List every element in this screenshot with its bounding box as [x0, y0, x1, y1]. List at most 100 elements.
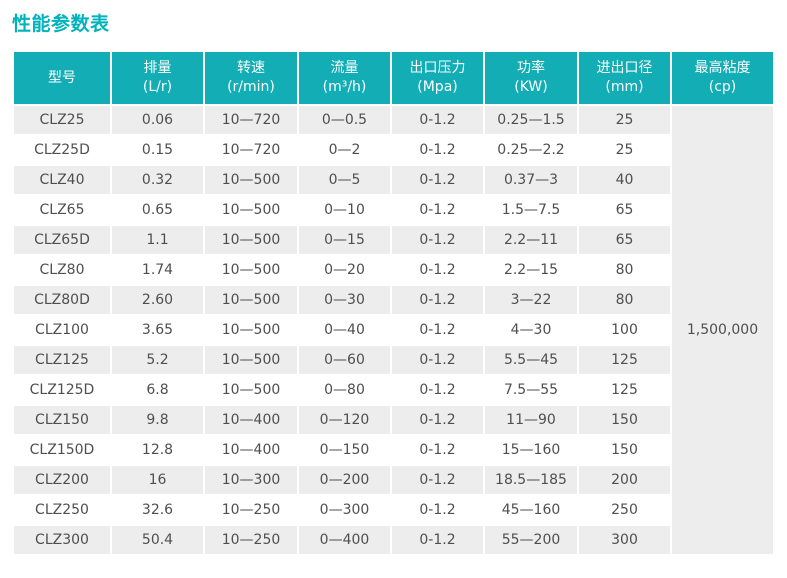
cell-flow: 0—0.5 — [299, 106, 390, 134]
column-label: 功率 — [517, 60, 545, 77]
cell-port-diameter: 80 — [579, 286, 670, 314]
page-title: 性能参数表 — [12, 13, 110, 35]
cell-outlet-pressure: 0-1.2 — [392, 406, 483, 434]
cell-port-diameter: 65 — [579, 196, 670, 224]
cell-outlet-pressure: 0-1.2 — [392, 436, 483, 464]
column-header-displacement: 排量 (L/r) — [112, 52, 203, 104]
cell-model: CLZ65 — [14, 196, 110, 224]
cell-outlet-pressure: 0-1.2 — [392, 286, 483, 314]
cell-power: 0.37—3 — [485, 166, 577, 194]
table-row-clz100: CLZ100 3.65 10—500 0—40 0-1.2 4—30 100 — [14, 316, 773, 344]
cell-displacement: 0.32 — [112, 166, 203, 194]
cell-outlet-pressure: 0-1.2 — [392, 316, 483, 344]
cell-speed: 10—400 — [205, 406, 297, 434]
table-header: 型号 排量 (L/r) 转速 (r/min) 流量 (m³/h) 出口压力 (Mpa) 功率 (KW… — [14, 52, 773, 104]
cell-displacement: 2.60 — [112, 286, 203, 314]
cell-power: 5.5—45 — [485, 346, 577, 374]
cell-model: CLZ300 — [14, 526, 110, 554]
cell-outlet-pressure: 0-1.2 — [392, 226, 483, 254]
cell-port-diameter: 100 — [579, 316, 670, 344]
cell-speed: 10—250 — [205, 496, 297, 524]
column-header-flow: 流量 (m³/h) — [299, 52, 390, 104]
column-label: 型号 — [48, 69, 76, 86]
cell-flow: 0—2 — [299, 136, 390, 164]
cell-power: 2.2—15 — [485, 256, 577, 284]
cell-port-diameter: 150 — [579, 436, 670, 464]
column-header-speed: 转速 (r/min) — [205, 52, 297, 104]
cell-displacement: 32.6 — [112, 496, 203, 524]
cell-displacement: 5.2 — [112, 346, 203, 374]
column-unit: (mm) — [605, 79, 644, 95]
cell-power: 1.5—7.5 — [485, 196, 577, 224]
cell-displacement: 0.65 — [112, 196, 203, 224]
cell-model: CLZ80 — [14, 256, 110, 284]
cell-model: CLZ25 — [14, 106, 110, 134]
column-header-max-viscosity: 最高粘度 (cp) — [672, 52, 773, 104]
cell-model: CLZ150D — [14, 436, 110, 464]
cell-power: 4—30 — [485, 316, 577, 344]
cell-model: CLZ150 — [14, 406, 110, 434]
cell-flow: 0—120 — [299, 406, 390, 434]
cell-displacement: 3.65 — [112, 316, 203, 344]
cell-flow: 0—80 — [299, 376, 390, 404]
column-label: 最高粘度 — [694, 60, 751, 77]
cell-flow: 0—5 — [299, 166, 390, 194]
table-row-clz65: CLZ65 0.65 10—500 0—10 0-1.2 1.5—7.5 65 — [14, 196, 773, 224]
cell-outlet-pressure: 0-1.2 — [392, 136, 483, 164]
cell-power: 7.5—55 — [485, 376, 577, 404]
cell-model: CLZ125 — [14, 346, 110, 374]
cell-flow: 0—200 — [299, 466, 390, 494]
cell-power: 2.2—11 — [485, 226, 577, 254]
header-row: 型号 排量 (L/r) 转速 (r/min) 流量 (m³/h) 出口压力 (Mpa) 功率 (KW… — [14, 52, 773, 104]
cell-port-diameter: 25 — [579, 136, 670, 164]
table-row-clz80: CLZ80 1.74 10—500 0—20 0-1.2 2.2—15 80 — [14, 256, 773, 284]
cell-max-viscosity-merged: 1,500,000 — [672, 106, 773, 554]
table-row-clz125: CLZ125 5.2 10—500 0—60 0-1.2 5.5—45 125 — [14, 346, 773, 374]
column-unit: (KW) — [514, 79, 548, 95]
column-header-power: 功率 (KW) — [485, 52, 577, 104]
cell-flow: 0—10 — [299, 196, 390, 224]
column-unit: (L/r) — [142, 79, 173, 95]
cell-speed: 10—720 — [205, 136, 297, 164]
cell-speed: 10—250 — [205, 526, 297, 554]
cell-port-diameter: 125 — [579, 346, 670, 374]
cell-port-diameter: 80 — [579, 256, 670, 284]
cell-model: CLZ100 — [14, 316, 110, 344]
column-unit: (cp) — [708, 79, 737, 95]
performance-parameters-table: 型号 排量 (L/r) 转速 (r/min) 流量 (m³/h) 出口压力 (Mpa) 功率 (KW… — [12, 50, 775, 556]
cell-port-diameter: 250 — [579, 496, 670, 524]
cell-speed: 10—500 — [205, 376, 297, 404]
cell-displacement: 0.15 — [112, 136, 203, 164]
cell-speed: 10—500 — [205, 166, 297, 194]
column-unit: (r/min) — [227, 79, 275, 95]
cell-speed: 10—500 — [205, 346, 297, 374]
cell-displacement: 1.74 — [112, 256, 203, 284]
cell-port-diameter: 125 — [579, 376, 670, 404]
cell-speed: 10—500 — [205, 196, 297, 224]
cell-flow: 0—15 — [299, 226, 390, 254]
table-body: CLZ25 0.06 10—720 0—0.5 0-1.2 0.25—1.5 25 1,500… — [14, 106, 773, 554]
column-label: 出口压力 — [409, 60, 466, 77]
column-header-model: 型号 — [14, 52, 110, 104]
table-row-clz80d: CLZ80D 2.60 10—500 0—30 0-1.2 3—22 80 — [14, 286, 773, 314]
column-label: 转速 — [237, 60, 265, 77]
cell-port-diameter: 150 — [579, 406, 670, 434]
cell-port-diameter: 65 — [579, 226, 670, 254]
table-row-clz25d: CLZ25D 0.15 10—720 0—2 0-1.2 0.25—2.2 25 — [14, 136, 773, 164]
table-row-clz150: CLZ150 9.8 10—400 0—120 0-1.2 11—90 150 — [14, 406, 773, 434]
cell-model: CLZ25D — [14, 136, 110, 164]
table-row-clz200: CLZ200 16 10—300 0—200 0-1.2 18.5—185 200 — [14, 466, 773, 494]
cell-model: CLZ65D — [14, 226, 110, 254]
cell-flow: 0—40 — [299, 316, 390, 344]
cell-outlet-pressure: 0-1.2 — [392, 346, 483, 374]
cell-model: CLZ250 — [14, 496, 110, 524]
cell-outlet-pressure: 0-1.2 — [392, 466, 483, 494]
cell-displacement: 16 — [112, 466, 203, 494]
cell-speed: 10—500 — [205, 316, 297, 344]
cell-speed: 10—300 — [205, 466, 297, 494]
cell-model: CLZ200 — [14, 466, 110, 494]
column-header-port-diameter: 进出口径 (mm) — [579, 52, 670, 104]
cell-model: CLZ80D — [14, 286, 110, 314]
cell-outlet-pressure: 0-1.2 — [392, 526, 483, 554]
table-row-clz125d: CLZ125D 6.8 10—500 0—80 0-1.2 7.5—55 125 — [14, 376, 773, 404]
